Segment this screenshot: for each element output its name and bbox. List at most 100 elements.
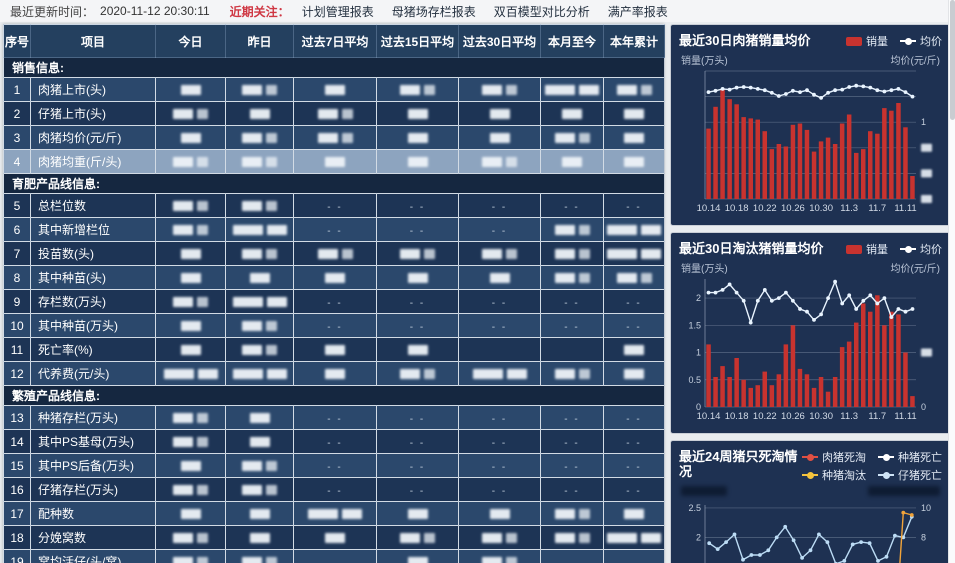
cell-today: [155, 193, 226, 218]
cell-mtd: [540, 501, 604, 526]
cell-yesterday: [225, 265, 294, 290]
legend-label: 仔猪死亡: [898, 470, 942, 482]
empty-value: - -: [491, 321, 508, 333]
table-row-1[interactable]: 1 肉猪上市(头): [3, 77, 665, 102]
legend-marker-icon: [900, 245, 916, 253]
kpi-table: 序号 项目 今日 昨日 过去7日平均 过去15日平均 过去30日平均 本月至今 本年累计 销售信…: [3, 24, 665, 563]
row-label: 肉猪均重(斤/头): [30, 149, 156, 174]
svg-text:10: 10: [921, 503, 931, 513]
cell-yesterday: [225, 125, 294, 150]
cell-avg7: [293, 77, 377, 102]
cell-avg7: - -: [293, 429, 377, 454]
table-row-16[interactable]: 16 仔猪存栏(万头) - - - - - - - - - -: [3, 477, 665, 502]
legend-item-肉猪死淘[interactable]: 肉猪死淘: [802, 449, 866, 465]
legend-item-销量[interactable]: 销量: [846, 241, 888, 257]
row-label: 死亡率(%): [30, 337, 156, 362]
cell-avg7: - -: [293, 477, 377, 502]
table-row-12[interactable]: 12 代养费(元/头): [3, 361, 665, 386]
cell-today: [155, 453, 226, 478]
table-row-7[interactable]: 7 投苗数(头): [3, 241, 665, 266]
column-header: 本月至今: [540, 24, 604, 58]
legend-item-均价[interactable]: 均价: [900, 33, 942, 49]
cell-mtd: [540, 217, 604, 242]
cell-today: [155, 217, 226, 242]
svg-text:2.5: 2.5: [688, 503, 701, 513]
section-label: 育肥产品线信息:: [3, 173, 665, 194]
cell-mtd: - -: [540, 429, 604, 454]
table-header-row: 序号 项目 今日 昨日 过去7日平均 过去15日平均 过去30日平均 本月至今 本年累计: [3, 24, 665, 58]
main-content: 序号 项目 今日 昨日 过去7日平均 过去15日平均 过去30日平均 本月至今 本年累计 销售信…: [0, 22, 955, 563]
scrollbar-thumb[interactable]: [950, 0, 955, 120]
cell-mtd: [540, 125, 604, 150]
svg-text:10.30: 10.30: [809, 411, 833, 422]
cell-avg7: [293, 149, 377, 174]
chart-title: 最近24周猪只死淘情况: [679, 449, 798, 479]
table-row-15[interactable]: 15 其中PS后备(万头) - - - - - - - - - -: [3, 453, 665, 478]
legend-item-种猪淘汰[interactable]: 种猪淘汰: [802, 467, 866, 483]
table-row-13[interactable]: 13 种猪存栏(万头) - - - - - - - - - -: [3, 405, 665, 430]
row-label: 其中种苗(万头): [30, 313, 156, 338]
row-label: 肉猪均价(元/斤): [30, 125, 156, 150]
cell-avg7: - -: [293, 193, 377, 218]
legend-marker-icon: [802, 453, 818, 461]
table-row-11[interactable]: 11 死亡率(%): [3, 337, 665, 362]
row-index: 4: [3, 149, 31, 174]
cell-ytd: - -: [603, 453, 665, 478]
table-row-6[interactable]: 6 其中新增栏位 - - - - - -: [3, 217, 665, 242]
table-row-4[interactable]: 4 肉猪均重(斤/头): [3, 149, 665, 174]
row-label: 分娩窝数: [30, 525, 156, 550]
empty-value: - -: [626, 201, 642, 213]
cell-ytd: [603, 549, 665, 563]
table-row-18[interactable]: 18 分娩窝数: [3, 525, 665, 550]
row-label: 其中新增栏位: [30, 217, 156, 242]
column-header: 序号: [3, 24, 31, 58]
legend-marker-icon: [878, 471, 894, 479]
cell-ytd: - -: [603, 477, 665, 502]
cell-avg15: - -: [376, 313, 459, 338]
page-scrollbar[interactable]: [948, 0, 955, 563]
legend-label: 销量: [866, 244, 888, 256]
row-index: 6: [3, 217, 31, 242]
cell-mtd: [540, 77, 604, 102]
table-row-17[interactable]: 17 配种数: [3, 501, 665, 526]
svg-text:2: 2: [696, 532, 701, 542]
row-index: 5: [3, 193, 31, 218]
table-row-9[interactable]: 9 存栏数(万头) - - - - - - - - - -: [3, 289, 665, 314]
cell-today: [155, 361, 226, 386]
svg-text:0: 0: [921, 402, 926, 412]
legend-item-仔猪死亡[interactable]: 仔猪死亡: [878, 467, 942, 483]
chart-legend: 销量 均价: [846, 33, 942, 49]
cell-avg7: [293, 337, 377, 362]
empty-value: - -: [491, 201, 508, 213]
cell-yesterday: [225, 405, 294, 430]
row-label: 种猪存栏(万头): [30, 405, 156, 430]
report-link-1[interactable]: 计划管理报表: [301, 4, 374, 19]
legend-item-销量[interactable]: 销量: [846, 33, 888, 49]
cell-avg30: [458, 125, 541, 150]
y-left-label: 销量(万头): [681, 264, 728, 275]
row-label: 存栏数(万头): [30, 289, 156, 314]
table-row-2[interactable]: 2 仔猪上市(头): [3, 101, 665, 126]
table-row-3[interactable]: 3 肉猪均价(元/斤): [3, 125, 665, 150]
cell-avg7: [293, 525, 377, 550]
axis-labels: 销量(万头) 均价(元/斤): [681, 260, 940, 275]
cell-today: [155, 405, 226, 430]
cell-avg30: [458, 337, 541, 362]
cell-mtd: [540, 361, 604, 386]
report-link-2[interactable]: 母猪场存栏报表: [391, 4, 476, 19]
legend-marker-icon: [802, 471, 818, 479]
cell-yesterday: [225, 361, 294, 386]
panel-cull-pig-sales-price: 最近30日淘汰猪销量均价 销量 均价 销量(万头) 均价(元/斤) 2 1.5 1 0.5 0 0 1…: [670, 232, 951, 434]
report-link-4[interactable]: 满产率报表: [607, 4, 668, 19]
table-row-10[interactable]: 10 其中种苗(万头) - - - - - - - - - -: [3, 313, 665, 338]
legend-item-种猪死亡[interactable]: 种猪死亡: [878, 449, 942, 465]
table-row-5[interactable]: 5 总栏位数 - - - - - - - - - -: [3, 193, 665, 218]
svg-text:1.5: 1.5: [688, 562, 701, 563]
report-link-3[interactable]: 双百模型对比分析: [493, 4, 590, 19]
legend-item-均价[interactable]: 均价: [900, 241, 942, 257]
table-row-14[interactable]: 14 其中PS基母(万头) - - - - - - - - - -: [3, 429, 665, 454]
table-row-19[interactable]: 19 窝均活仔(头/窝): [3, 549, 665, 563]
table-row-8[interactable]: 8 其中种苗(头): [3, 265, 665, 290]
row-index: 1: [3, 77, 31, 102]
svg-text:10.30: 10.30: [809, 203, 833, 214]
